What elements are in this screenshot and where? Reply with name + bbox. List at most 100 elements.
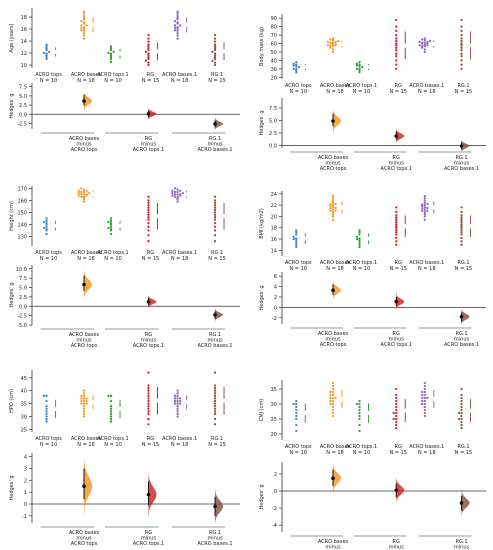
effect-y-tick-label: -4: [272, 523, 277, 529]
data-point: [331, 384, 335, 388]
data-point: [109, 415, 113, 418]
contrast-label: ACRO tops.1: [381, 342, 412, 348]
data-point: [331, 194, 335, 198]
data-point: [82, 402, 86, 405]
data-point: [85, 399, 88, 403]
contrast-label: ACRO bases.1: [197, 541, 232, 547]
data-point: [171, 189, 174, 192]
data-point: [82, 412, 86, 416]
group-n-label: N = 10: [353, 266, 370, 272]
data-point: [45, 407, 48, 410]
data-point: [358, 429, 361, 433]
data-point: [421, 44, 424, 48]
data-point: [211, 59, 214, 62]
contrast-label: minus: [454, 161, 470, 167]
effect-y-axis-label: Hedges' g: [259, 484, 265, 509]
data-point: [80, 24, 83, 27]
data-point: [213, 61, 217, 64]
group-label: RG.1: [211, 250, 223, 256]
raw-y-tick-label: 18: [271, 226, 277, 232]
group-label: ACRO bases.1: [162, 250, 197, 256]
data-point: [331, 218, 335, 221]
group-label: RG: [395, 444, 402, 450]
bootstrap-distribution: [396, 292, 405, 311]
group-n-label: N = 15: [208, 78, 225, 84]
effect-y-tick-label: -2: [272, 506, 277, 512]
data-point: [82, 34, 86, 37]
data-point: [423, 399, 426, 403]
data-point: [176, 12, 179, 15]
raw-y-tick-label: 14: [21, 39, 27, 45]
data-point: [426, 40, 429, 44]
raw-y-axis-label: HPO (cm): [9, 389, 15, 413]
data-point: [82, 407, 86, 410]
contrast-label: minus: [454, 337, 470, 343]
group-n-label: N = 15: [142, 78, 159, 84]
data-point: [45, 420, 48, 423]
data-point: [109, 45, 113, 48]
data-point: [421, 207, 424, 210]
data-point: [460, 236, 463, 240]
data-point: [423, 414, 426, 418]
effect-y-tick-label: 0.0: [269, 144, 277, 150]
data-point: [295, 243, 298, 246]
group-label: ACRO tops.1: [97, 72, 128, 78]
contrast-label: ACRO bases: [69, 332, 100, 338]
raw-y-tick-label: 18: [21, 15, 27, 21]
data-point: [173, 399, 177, 403]
group-n-label: N = 10: [353, 89, 370, 95]
data-point: [173, 195, 177, 198]
data-point: [421, 399, 424, 403]
data-point: [147, 40, 150, 43]
data-point: [85, 402, 88, 405]
data-point: [176, 394, 179, 397]
data-point: [176, 190, 179, 194]
raw-y-tick-label: 90: [271, 16, 277, 22]
data-point: [418, 40, 421, 44]
group-label: ACRO bases: [71, 436, 102, 442]
data-point: [45, 405, 48, 408]
contrast-label: RG.1: [209, 530, 221, 536]
data-point: [460, 411, 463, 415]
data-point: [423, 41, 426, 44]
data-point: [147, 389, 150, 392]
data-point: [295, 408, 298, 412]
group-n-label: N = 18: [418, 89, 435, 95]
data-point: [460, 399, 463, 403]
data-point: [82, 399, 86, 403]
data-point: [355, 235, 359, 238]
data-point: [460, 42, 463, 45]
data-point: [329, 399, 332, 403]
data-point: [460, 233, 463, 236]
data-point: [147, 417, 150, 421]
contrast-label: minus: [389, 545, 405, 550]
data-point: [85, 189, 88, 192]
data-point: [147, 407, 150, 410]
data-point: [176, 14, 179, 17]
data-point: [45, 394, 48, 397]
data-point: [460, 402, 463, 406]
data-point: [147, 412, 150, 416]
data-point: [358, 417, 361, 421]
data-point: [213, 195, 217, 198]
data-point: [421, 390, 424, 394]
data-point: [179, 402, 182, 405]
data-point: [295, 245, 298, 249]
data-point: [423, 199, 426, 202]
effect-y-tick-label: 2: [24, 478, 27, 484]
data-point: [147, 397, 150, 400]
data-point: [147, 201, 150, 204]
data-point: [144, 50, 148, 53]
data-point: [147, 240, 150, 243]
data-point: [48, 50, 51, 53]
data-point: [45, 399, 48, 403]
data-point: [423, 203, 426, 207]
group-n-label: N = 15: [142, 256, 159, 262]
data-point: [395, 411, 398, 415]
group-n-label: N = 18: [418, 266, 435, 272]
data-point: [213, 394, 217, 397]
data-point: [334, 40, 337, 44]
